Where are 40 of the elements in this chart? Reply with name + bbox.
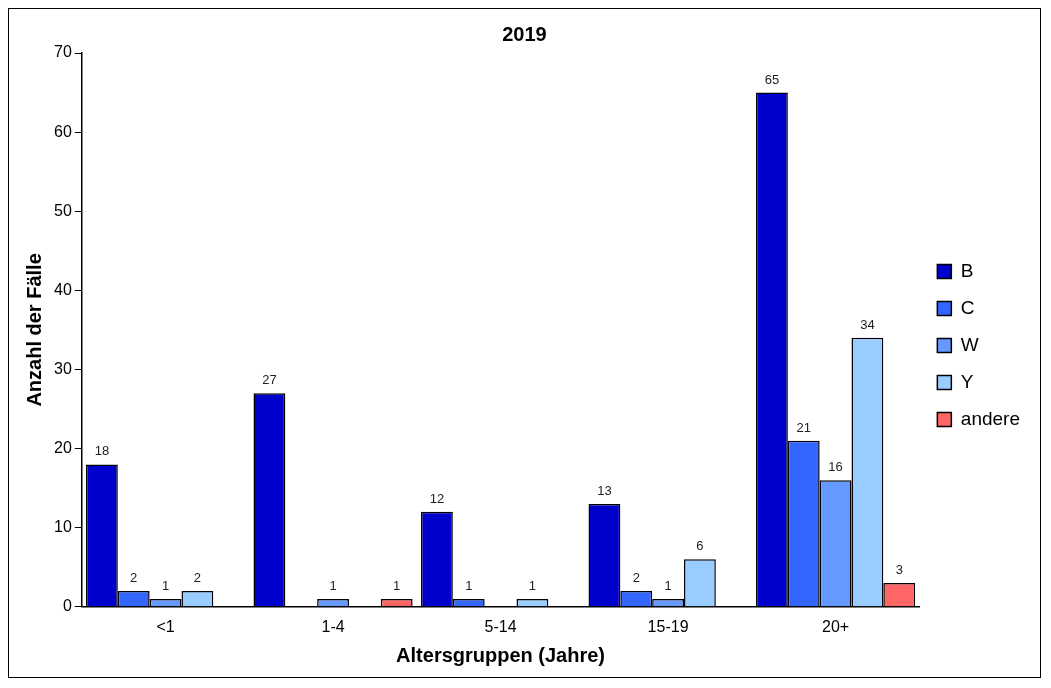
legend-label: Y	[960, 370, 974, 392]
legend-label: B	[960, 259, 974, 281]
legend-label: andere	[960, 407, 1021, 429]
y-tick-label: 20	[54, 438, 72, 456]
data-label: 1	[465, 577, 473, 593]
data-label: 1	[528, 577, 537, 593]
legend-label: C	[960, 296, 975, 318]
x-tick-label: 20+	[822, 617, 850, 635]
data-label: 27	[262, 372, 277, 388]
data-label: 2	[632, 570, 640, 586]
data-label: 34	[860, 316, 875, 332]
y-axis-title: Anzahl der Fälle	[22, 253, 45, 407]
x-tick-label: 5-14	[484, 617, 517, 635]
data-label: 3	[895, 562, 903, 578]
data-label: 65	[764, 71, 780, 87]
data-label: 2	[130, 570, 138, 586]
data-label: 13	[597, 483, 612, 499]
chart-title: 2019	[502, 22, 547, 45]
y-tick-label: 30	[54, 359, 72, 377]
data-label: 2	[193, 570, 201, 586]
y-tick-label: 40	[54, 280, 72, 298]
y-tick-label: 10	[54, 518, 72, 536]
data-label: 1	[329, 577, 337, 593]
data-label: 18	[94, 443, 110, 459]
x-axis-title: Altersgruppen (Jahre)	[396, 643, 606, 666]
data-label: 1	[664, 577, 672, 593]
data-label: 16	[828, 459, 843, 475]
x-tick-label: 15-19	[647, 617, 689, 635]
legend-label: W	[960, 333, 979, 355]
y-tick-label: 50	[54, 201, 72, 219]
data-label: 12	[429, 490, 445, 506]
y-tick-label: 0	[62, 597, 72, 615]
x-tick-label: 1-4	[321, 617, 345, 635]
data-label: 6	[696, 538, 704, 554]
x-tick-label: <1	[156, 617, 175, 635]
data-label: 1	[161, 577, 170, 593]
y-tick-label: 70	[54, 43, 72, 61]
data-label: 21	[796, 419, 811, 435]
data-label: 1	[393, 577, 401, 593]
y-tick-label: 60	[54, 122, 72, 140]
